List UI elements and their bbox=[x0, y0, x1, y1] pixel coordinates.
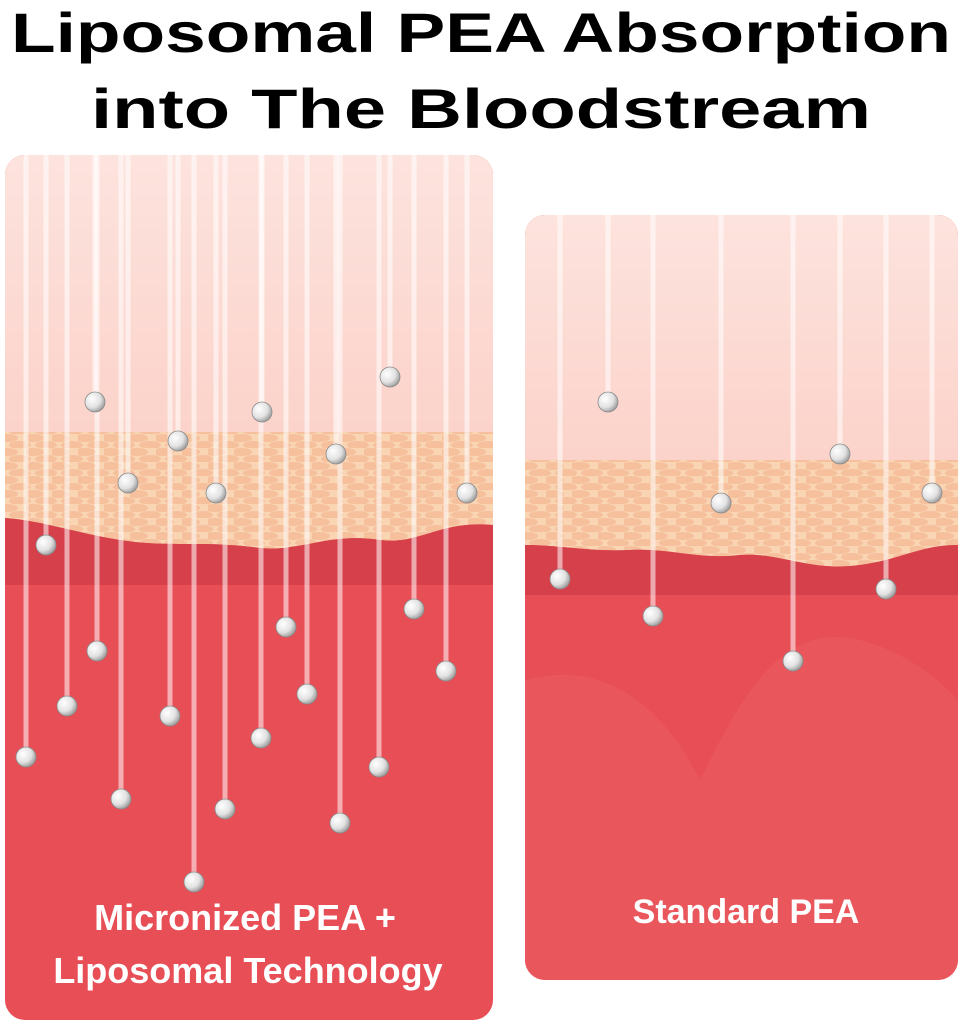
panel-label: Standard PEA bbox=[633, 893, 860, 931]
title-line: into The Bloodstream bbox=[91, 77, 871, 140]
panel-standard bbox=[525, 215, 958, 980]
panel-liposomal bbox=[5, 155, 493, 1020]
panel-label: Micronized PEA + bbox=[94, 897, 396, 938]
panel-label: Liposomal Technology bbox=[53, 950, 442, 991]
title-line: Liposomal PEA Absorption bbox=[11, 1, 951, 64]
